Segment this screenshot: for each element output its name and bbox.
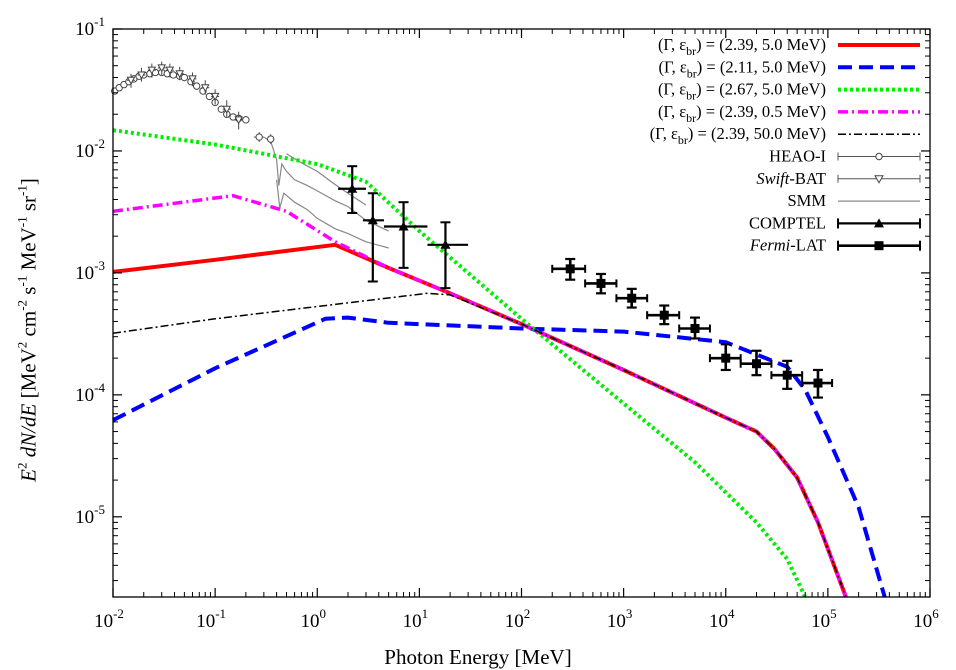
legend-label-comptel: COMPTEL bbox=[749, 213, 826, 232]
heao-point bbox=[169, 71, 178, 79]
comptel-point bbox=[367, 215, 378, 225]
fermi-point bbox=[782, 370, 792, 380]
y-tick-label: 10-4 bbox=[75, 380, 105, 406]
swift-point bbox=[157, 64, 167, 73]
y-tick-label: 10-2 bbox=[75, 136, 105, 162]
swift-point bbox=[137, 71, 146, 80]
x-tick-label: 104 bbox=[709, 606, 735, 632]
legend-label-heao: HEAO-I bbox=[769, 147, 826, 166]
legend-label-swift: Swift-BAT bbox=[756, 169, 826, 188]
comptel-point bbox=[347, 183, 358, 193]
swift-point bbox=[234, 116, 243, 125]
fermi-point bbox=[565, 264, 575, 274]
legend-label: (Γ, εbr) = (2.11, 5.0 MeV) bbox=[659, 57, 826, 80]
comptel-point bbox=[440, 239, 451, 249]
heao-point bbox=[242, 116, 250, 124]
y-tick-label: 10-1 bbox=[75, 14, 105, 40]
legend-label-smm: SMM bbox=[787, 191, 826, 210]
model-line bbox=[112, 242, 848, 598]
heao-point bbox=[255, 133, 263, 141]
fermi-point bbox=[813, 378, 823, 388]
legend-label: (Γ, εbr) = (2.39, 50.0 MeV) bbox=[650, 124, 826, 147]
fermi-point bbox=[627, 293, 637, 303]
legend-marker-fermi bbox=[874, 241, 884, 251]
fermi-point bbox=[721, 353, 731, 363]
x-tick-label: 100 bbox=[301, 606, 327, 632]
swift-point bbox=[175, 70, 185, 79]
legend-marker-comptel bbox=[874, 218, 884, 228]
swift-point bbox=[210, 92, 220, 101]
legend-marker-heao bbox=[875, 152, 883, 161]
swift-point bbox=[222, 105, 232, 114]
smm-curve bbox=[276, 179, 389, 249]
smm-curve bbox=[263, 136, 389, 232]
x-tick-label: 105 bbox=[811, 606, 837, 632]
series-layer bbox=[112, 128, 887, 598]
fermi-point bbox=[659, 310, 669, 320]
y-tick-label: 10-3 bbox=[75, 258, 105, 284]
swift-point bbox=[126, 76, 136, 85]
x-tick-label: 101 bbox=[403, 606, 429, 632]
heao-point bbox=[180, 73, 189, 82]
swift-point bbox=[147, 66, 157, 75]
swift-point bbox=[165, 66, 175, 75]
swift-point bbox=[188, 75, 197, 84]
comptel-point bbox=[398, 221, 409, 231]
x-tick-label: 10-2 bbox=[94, 606, 124, 632]
model-line bbox=[112, 315, 887, 598]
heao-point bbox=[192, 82, 201, 90]
fermi-point bbox=[751, 359, 761, 369]
x-tick-label: 106 bbox=[913, 606, 939, 632]
y-tick-label: 10-5 bbox=[75, 502, 105, 528]
x-tick-label: 102 bbox=[505, 606, 531, 632]
legend-label-fermi: Fermi-LAT bbox=[749, 236, 826, 255]
model-line bbox=[112, 128, 808, 598]
legend-label: (Γ, εbr) = (2.67, 5.0 MeV) bbox=[658, 80, 826, 103]
legend-label: (Γ, εbr) = (2.39, 5.0 MeV) bbox=[658, 35, 826, 58]
x-tick-label: 10-1 bbox=[196, 606, 226, 632]
legend-label: (Γ, εbr) = (2.39, 0.5 MeV) bbox=[658, 102, 826, 125]
observations-layer bbox=[111, 61, 834, 399]
swift-point bbox=[200, 84, 210, 93]
x-tick-label: 103 bbox=[607, 606, 633, 632]
fermi-point bbox=[690, 324, 700, 334]
x-axis-title: Photon Energy [MeV] bbox=[384, 645, 572, 669]
axis-ticks: 10-2 10-1 100 101 102 103 104 105 106 10-5 10-4 10-… bbox=[75, 14, 939, 632]
heao-point bbox=[266, 135, 275, 143]
y-axis-title: E2 dN/dE [MeV2 cm-2 s-1 MeV-1 sr-1] bbox=[14, 178, 41, 482]
legend: (Γ, εbr) = (2.39, 5.0 MeV)(Γ, εbr) = (2.… bbox=[650, 35, 921, 255]
model-line bbox=[112, 292, 847, 598]
model-line bbox=[112, 193, 848, 598]
legend-marker-swift bbox=[874, 175, 884, 184]
fermi-point bbox=[596, 278, 606, 288]
